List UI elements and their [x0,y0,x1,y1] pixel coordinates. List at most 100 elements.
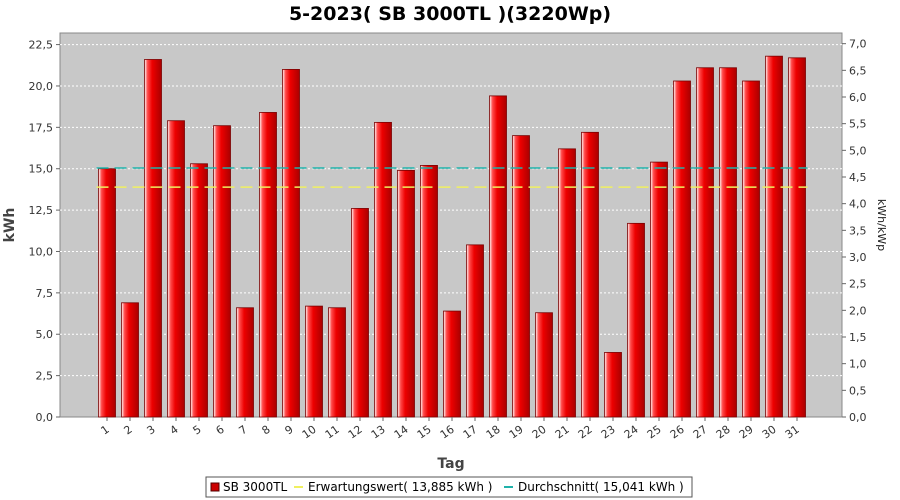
bar [650,161,668,418]
y2-tick-label: 1,0 [849,358,867,371]
x-tick-label: 1 [99,423,112,438]
y-tick-label: 7,5 [36,287,54,300]
x-tick-label: 22 [576,423,595,442]
bar [328,307,346,418]
bar [581,131,599,418]
x-tick-label: 17 [461,423,480,442]
y2-tick-label: 3,5 [849,224,867,237]
y-tick-label: 10,0 [29,245,54,258]
y-tick-label: 17,5 [29,121,54,134]
x-axis-ticks: 1 2 3 4 5 6 7 8 9 10 11 12 13 14 15 16 17 18 19 20 21 22 23 24 2… [99,417,802,441]
bar [259,112,277,418]
y2-tick-label: 1,5 [849,331,867,344]
legend-label-expected: Erwartungswert( 13,885 kWh ) [308,480,492,494]
y2-tick-label: 5,0 [849,144,867,157]
bar [512,135,530,418]
bar [535,312,553,418]
bar [443,310,461,418]
x-tick-label: 13 [369,423,388,442]
x-tick-label: 8 [260,423,273,438]
bar [213,125,231,418]
bars [98,55,806,418]
x-tick-label: 2 [122,423,135,438]
x-tick-label: 23 [599,423,618,442]
bar [604,352,622,418]
y2-tick-label: 2,0 [849,304,867,317]
x-tick-label: 7 [237,423,250,438]
bar [420,165,438,418]
bar [282,69,300,418]
y-tick-label: 5,0 [36,328,54,341]
y-tick-label: 12,5 [29,204,54,217]
bar [305,305,323,418]
bar [144,59,162,418]
x-tick-label: 6 [214,423,227,438]
bar [236,307,254,418]
legend-label-bars: SB 3000TL [223,480,288,494]
bar [351,208,369,418]
x-tick-label: 5 [191,423,204,438]
bar [190,163,208,418]
y2-tick-label: 6,5 [849,64,867,77]
y2-axis-label: kWh/kWp [875,199,888,251]
legend-swatch-bars [210,482,220,492]
x-tick-label: 15 [415,423,434,442]
y2-tick-label: 4,5 [849,171,867,184]
legend-label-average: Durchschnitt( 15,041 kWh ) [518,480,684,494]
y2-tick-label: 2,5 [849,278,867,291]
x-tick-label: 3 [145,423,158,438]
y-tick-label: 15,0 [29,163,54,176]
x-tick-label: 24 [622,423,641,442]
y-tick-label: 2,5 [36,370,54,383]
x-tick-label: 29 [737,423,756,442]
bar [765,55,783,418]
bar [673,80,691,418]
x-tick-label: 10 [300,423,319,442]
x-tick-label: 26 [668,423,687,442]
x-tick-label: 27 [691,423,710,442]
x-tick-label: 30 [760,423,779,442]
bar [788,57,806,418]
bar [742,80,760,418]
x-tick-label: 21 [553,423,572,442]
x-tick-label: 28 [714,423,733,442]
legend: SB 3000TL Erwartungswert( 13,885 kWh ) D… [205,476,693,498]
x-tick-label: 4 [168,423,181,438]
legend-box [205,476,693,498]
y-axis-ticks: 0,0 2,5 5,0 7,5 10,0 12,5 15,0 17,5 20,0 22,5 [29,39,60,424]
x-tick-label: 31 [783,423,802,442]
y-axis-label: kWh [2,208,18,243]
y-tick-label: 0,0 [36,411,54,424]
x-tick-label: 18 [484,423,503,442]
bar [98,168,116,418]
y2-tick-label: 0,5 [849,384,867,397]
x-tick-label: 19 [507,423,526,442]
y-tick-label: 22,5 [29,39,54,52]
bar [719,67,737,418]
bar [466,244,484,418]
y2-tick-label: 3,0 [849,251,867,264]
y2-tick-label: 0,0 [849,411,867,424]
y-tick-label: 20,0 [29,80,54,93]
bar [489,95,507,418]
y2-tick-label: 7,0 [849,38,867,51]
bar [397,169,415,418]
bar [627,222,645,418]
x-tick-label: 12 [346,423,365,442]
bar [167,120,185,418]
bar [696,67,714,418]
x-tick-label: 14 [392,423,411,442]
bar [121,302,139,418]
x-tick-label: 11 [323,423,342,442]
y2-axis-ticks: 0,0 0,5 1,0 1,5 2,0 2,5 3,0 3,5 4,0 4,5 5,0 5,5 6,0 6… [842,38,867,424]
y2-tick-label: 6,0 [849,91,867,104]
x-tick-label: 25 [645,423,664,442]
x-tick-label: 20 [530,423,549,442]
bar [374,121,392,418]
y2-tick-label: 5,5 [849,118,867,131]
x-tick-label: 9 [283,423,296,438]
bar [558,148,576,418]
x-tick-label: 16 [438,423,457,442]
chart-title: 5-2023( SB 3000TL )(3220Wp) [289,3,611,25]
